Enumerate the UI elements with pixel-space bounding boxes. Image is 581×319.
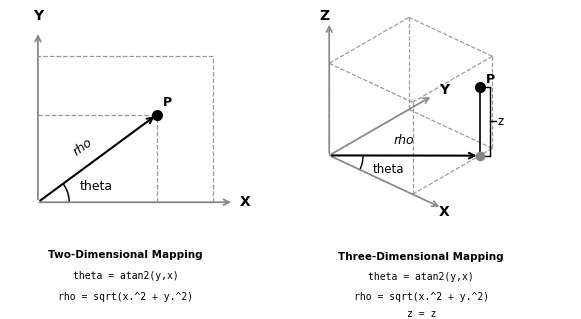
Text: X: X (240, 195, 251, 209)
Text: P: P (486, 72, 495, 85)
Text: theta: theta (372, 163, 404, 176)
Text: z = z: z = z (407, 309, 436, 319)
Text: theta = atan2(y,x): theta = atan2(y,x) (368, 272, 474, 282)
Text: z: z (498, 115, 504, 128)
Text: P: P (163, 96, 172, 109)
Text: Two-Dimensional Mapping: Two-Dimensional Mapping (48, 250, 203, 260)
Text: rho: rho (71, 136, 95, 159)
Text: theta: theta (80, 180, 113, 193)
Text: rho: rho (394, 134, 415, 147)
Text: Z: Z (319, 9, 329, 23)
Text: theta = atan2(y,x): theta = atan2(y,x) (73, 271, 178, 281)
Text: rho = sqrt(x.^2 + y.^2): rho = sqrt(x.^2 + y.^2) (58, 292, 193, 302)
Text: rho = sqrt(x.^2 + y.^2): rho = sqrt(x.^2 + y.^2) (354, 293, 489, 302)
Text: Y: Y (33, 9, 43, 23)
Text: X: X (439, 205, 449, 219)
Text: Y: Y (439, 83, 449, 97)
Text: Three-Dimensional Mapping: Three-Dimensional Mapping (338, 251, 504, 262)
